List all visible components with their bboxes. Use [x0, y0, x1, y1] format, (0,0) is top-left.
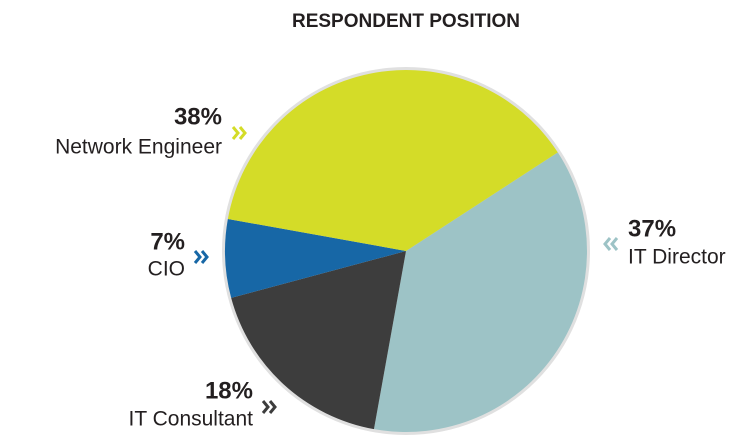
category-label: Network Engineer — [55, 136, 222, 159]
chevron — [261, 400, 277, 414]
chevron — [231, 126, 247, 140]
category-label: CIO — [148, 258, 185, 281]
value-label: 38% — [174, 103, 222, 130]
category-label: IT Consultant — [128, 408, 253, 431]
chevron — [603, 237, 619, 251]
chevron — [193, 250, 209, 264]
pie-slice — [225, 218, 406, 298]
value-label: 7% — [150, 228, 185, 255]
chart-title: RESPONDENT POSITION — [292, 11, 520, 32]
pie-slice — [227, 69, 558, 251]
pie-slice — [231, 251, 406, 430]
value-label: 37% — [628, 215, 676, 242]
category-label: IT Director — [628, 246, 726, 269]
pie-slice — [373, 152, 587, 432]
value-label: 18% — [205, 377, 253, 404]
